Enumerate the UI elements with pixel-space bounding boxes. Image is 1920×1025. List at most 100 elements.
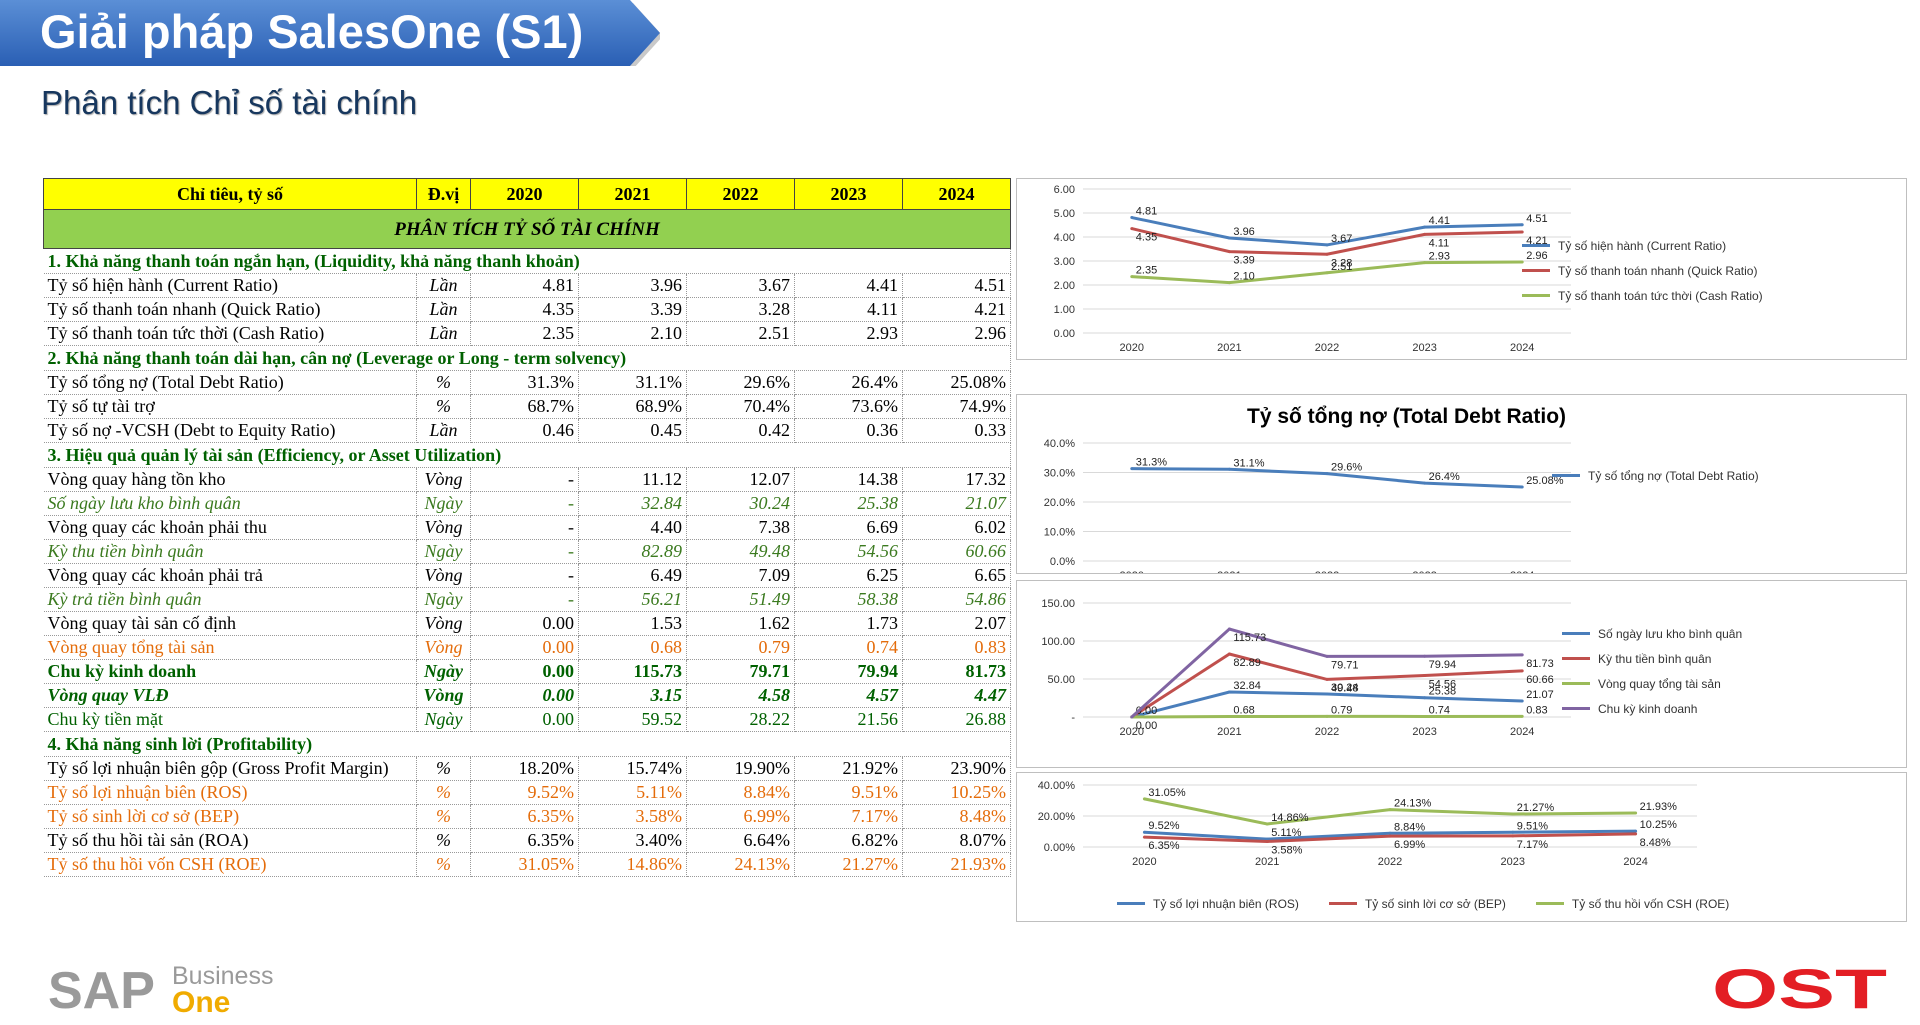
data-point bbox=[1423, 714, 1427, 718]
table-row: Vòng quay tài sản cố định Vòng 0.00 1.53 1.6… bbox=[43, 611, 1011, 636]
data-point bbox=[1511, 834, 1515, 838]
data-point bbox=[1227, 627, 1231, 631]
sap-logo-text: SAP bbox=[48, 962, 155, 1020]
data-point bbox=[1520, 485, 1524, 489]
legend-item: Tỷ số thanh toán nhanh (Quick Ratio) bbox=[1522, 258, 1763, 283]
legend-item: Tỷ số hiện hành (Current Ratio) bbox=[1522, 233, 1763, 258]
data-label: 8.48% bbox=[1640, 837, 1671, 849]
ratio-name: Tỷ số thu hồi vốn CSH (ROE) bbox=[43, 852, 417, 877]
table-row: Tỷ số nợ -VCSH (Debt to Equity Ratio) Lần… bbox=[43, 418, 1011, 443]
y-tick-label: 20.00% bbox=[1038, 811, 1076, 823]
ratio-name: Tỷ số thanh toán nhanh (Quick Ratio) bbox=[43, 297, 417, 322]
y-tick-label: 20.0% bbox=[1044, 497, 1075, 509]
data-label: 3.39 bbox=[1233, 255, 1254, 267]
section-band-title: PHÂN TÍCH TỶ SỐ TÀI CHÍNH bbox=[43, 209, 1011, 249]
ratio-value: 0.00 bbox=[470, 659, 579, 684]
ratio-value: 21.56 bbox=[794, 707, 903, 732]
table-row: Tỷ số thu hồi tài sản (ROA)% 6.35% 3.40% 6.… bbox=[43, 828, 1011, 853]
ratio-value: 4.40 bbox=[578, 515, 687, 540]
ratio-value: 31.05% bbox=[470, 852, 579, 877]
data-label: 21.93% bbox=[1640, 801, 1678, 813]
one-logo-text: One bbox=[172, 986, 230, 1019]
ratio-value: 26.4% bbox=[794, 370, 903, 395]
data-point bbox=[1423, 696, 1427, 700]
data-point bbox=[1142, 830, 1146, 834]
ratio-value: 2.35 bbox=[470, 321, 579, 346]
data-label: 10.25% bbox=[1640, 819, 1678, 831]
data-point bbox=[1520, 223, 1524, 227]
data-point bbox=[1423, 481, 1427, 485]
data-point bbox=[1265, 837, 1269, 841]
data-point bbox=[1227, 714, 1231, 718]
table-row: Tỷ số thanh toán tức thời (Cash Ratio) Lầ… bbox=[43, 321, 1011, 346]
ratio-value: 0.45 bbox=[578, 418, 687, 443]
ratio-value: 17.32 bbox=[902, 467, 1011, 492]
x-tick-label: 2020 bbox=[1120, 570, 1144, 573]
ratio-value: 56.21 bbox=[578, 587, 687, 612]
data-label: 4.51 bbox=[1526, 213, 1547, 225]
ratio-name: Tỷ số thanh toán tức thời (Cash Ratio) bbox=[43, 321, 417, 346]
ratio-value: - bbox=[470, 587, 579, 612]
legend-item: Số ngày lưu kho bình quân bbox=[1562, 621, 1742, 646]
business-logo-text: Business bbox=[172, 962, 273, 990]
data-point bbox=[1130, 715, 1134, 719]
header-cell: 2022 bbox=[686, 178, 795, 210]
ratio-value: 79.94 bbox=[794, 659, 903, 684]
ratio-name: Chu kỳ kinh doanh bbox=[43, 659, 417, 684]
ratio-value: 1.62 bbox=[686, 611, 795, 636]
ratio-value: 58.38 bbox=[794, 587, 903, 612]
legend-item: Kỳ thu tiền bình quân bbox=[1562, 646, 1742, 671]
legend-swatch bbox=[1552, 474, 1580, 477]
data-point bbox=[1142, 835, 1146, 839]
ratio-value: - bbox=[470, 539, 579, 564]
x-tick-label: 2020 bbox=[1120, 342, 1144, 354]
data-point bbox=[1325, 271, 1329, 275]
legend-label: Tỷ số thanh toán nhanh (Quick Ratio) bbox=[1558, 263, 1758, 278]
ratio-value: 4.11 bbox=[794, 297, 903, 322]
data-label: 79.94 bbox=[1429, 659, 1457, 671]
ratio-unit: Ngày bbox=[416, 587, 471, 612]
ratio-name: Vòng quay các khoản phải trả bbox=[43, 563, 417, 588]
data-label: 0.83 bbox=[1526, 704, 1547, 716]
ratio-value: 0.79 bbox=[686, 635, 795, 660]
ratio-value: 2.51 bbox=[686, 321, 795, 346]
ratio-value: - bbox=[470, 563, 579, 588]
legend-item: Chu kỳ kinh doanh bbox=[1562, 696, 1742, 721]
ratio-unit: % bbox=[416, 394, 471, 419]
profitability-chart: 0.00% 20.00% 40.00% 2020 2021 2022 2023 2024 9.5… bbox=[1016, 772, 1907, 922]
ratio-value: 12.07 bbox=[686, 467, 795, 492]
x-tick-label: 2020 bbox=[1120, 726, 1144, 738]
data-point bbox=[1265, 839, 1269, 843]
ratio-name: Tỷ số thu hồi tài sản (ROA) bbox=[43, 828, 417, 853]
legend-swatch bbox=[1522, 294, 1550, 297]
ratio-value: 6.49 bbox=[578, 563, 687, 588]
section-heading: 1. Khả năng thanh toán ngắn hạn, (Liquid… bbox=[43, 248, 1011, 274]
ratio-value: 6.02 bbox=[902, 515, 1011, 540]
data-label: 26.4% bbox=[1429, 471, 1460, 483]
ratio-value: 0.00 bbox=[470, 707, 579, 732]
chart-title: Tỷ số tổng nợ (Total Debt Ratio) bbox=[1247, 405, 1567, 428]
series-line bbox=[1131, 467, 1523, 489]
ratio-unit: Vòng bbox=[416, 611, 471, 636]
ratio-unit: % bbox=[416, 780, 471, 805]
ratio-value: 6.69 bbox=[794, 515, 903, 540]
banner-shape bbox=[0, 0, 660, 66]
x-tick-label: 2021 bbox=[1217, 726, 1241, 738]
legend-item: Tỷ số lợi nhuận biên (ROS) bbox=[1117, 891, 1299, 916]
ratio-value: 3.67 bbox=[686, 273, 795, 298]
series-line bbox=[1144, 797, 1636, 826]
legend-label: Tỷ số tổng nợ (Total Debt Ratio) bbox=[1588, 468, 1759, 483]
section-heading: 2. Khả năng thanh toán dài hạn, cân nợ (… bbox=[43, 345, 1011, 371]
data-label: 29.6% bbox=[1331, 462, 1362, 474]
x-tick-label: 2021 bbox=[1255, 856, 1279, 868]
legend-item: Tỷ số tổng nợ (Total Debt Ratio) bbox=[1552, 463, 1759, 488]
data-label: 7.17% bbox=[1517, 839, 1548, 851]
data-label: 0.79 bbox=[1331, 704, 1352, 716]
ratio-value: 4.47 bbox=[902, 683, 1011, 708]
header-cell: Đ.vị bbox=[416, 178, 471, 210]
y-tick-label: 30.0% bbox=[1044, 468, 1075, 480]
series-line bbox=[1131, 690, 1523, 719]
y-tick-label: 40.00% bbox=[1038, 780, 1076, 792]
table-row: Tỷ số tổng nợ (Total Debt Ratio)% 31.3% 31… bbox=[43, 370, 1011, 395]
ratio-value: - bbox=[470, 491, 579, 516]
